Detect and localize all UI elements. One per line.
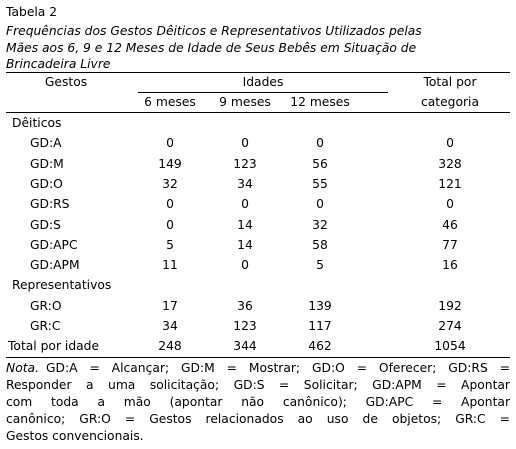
cell: 139 xyxy=(308,298,332,313)
group-rule xyxy=(138,92,388,93)
header-cell: Total por xyxy=(423,75,477,89)
note-line: canônico; GR:O = Gestos relacionados ao … xyxy=(6,412,510,426)
cell: 0 xyxy=(166,217,174,232)
cell: 121 xyxy=(438,176,462,191)
cell: 56 xyxy=(312,156,328,171)
cell: 32 xyxy=(312,217,328,232)
header-rule xyxy=(6,112,510,113)
header-cell: Gestos xyxy=(44,75,88,89)
cell: 46 xyxy=(442,217,458,232)
row-label: GD:RS xyxy=(30,197,70,212)
cell: 149 xyxy=(158,156,182,171)
header-cell: 12 meses xyxy=(290,95,350,109)
cell: 17 xyxy=(162,298,178,313)
cell: 16 xyxy=(442,258,458,273)
cell: 117 xyxy=(308,319,332,333)
note-line: Gestos convencionais. xyxy=(6,429,144,443)
cell: 5 xyxy=(166,237,174,252)
cell: 11 xyxy=(162,258,178,273)
cell: 0 xyxy=(446,197,454,212)
caption-line: Mães aos 6, 9 e 12 Meses de Idade de Seu… xyxy=(6,40,417,55)
cell: 77 xyxy=(442,237,458,252)
cell: 0 xyxy=(241,258,249,273)
note-line: com toda a mão (apontar não canônico); G… xyxy=(6,395,510,409)
cell: 0 xyxy=(316,197,324,212)
group-label: Dêiticos xyxy=(12,116,62,130)
row-label: Total por idade xyxy=(8,339,100,354)
cell: 34 xyxy=(237,176,253,191)
group-label: Representativos xyxy=(12,278,112,293)
cell: 36 xyxy=(237,298,253,313)
caption-line: Frequências dos Gestos Dêiticos e Repres… xyxy=(6,24,422,38)
cell: 32 xyxy=(162,176,178,191)
cell: 34 xyxy=(162,319,178,333)
cell: 248 xyxy=(158,339,182,354)
cell: 58 xyxy=(312,237,328,252)
note-line: Responder a uma solicitação; GD:S = Soli… xyxy=(6,378,510,392)
cell: 123 xyxy=(233,156,257,171)
cell: 0 xyxy=(166,136,174,151)
row-label: GD:O xyxy=(30,176,63,191)
cell: 123 xyxy=(233,319,257,333)
cell: 0 xyxy=(241,197,249,212)
cell: 274 xyxy=(438,319,462,333)
header-cell: 9 meses xyxy=(219,95,271,109)
cell: 14 xyxy=(237,237,253,252)
cell: 55 xyxy=(312,176,328,191)
header-cell: categoria xyxy=(420,95,480,109)
caption-line: Brincadeira Livre xyxy=(6,57,111,71)
cell: 14 xyxy=(237,217,253,232)
cell: 462 xyxy=(308,339,332,354)
cell: 0 xyxy=(446,136,454,151)
cell: 192 xyxy=(438,298,462,313)
cell: 0 xyxy=(241,136,249,151)
note-label: Nota. xyxy=(6,361,39,375)
row-label: GR:O xyxy=(30,298,62,313)
top-rule xyxy=(6,72,510,73)
cell: 0 xyxy=(316,136,324,151)
row-label: GR:C xyxy=(30,319,61,333)
cell: 5 xyxy=(316,258,324,273)
table-number: Tabela 2 xyxy=(6,5,58,19)
header-cell: Idades xyxy=(242,75,284,89)
bottom-rule xyxy=(6,357,510,358)
cell: 0 xyxy=(166,197,174,212)
row-label: GD:A xyxy=(30,136,62,151)
note-line: GD:A = Alcançar; GD:M = Mostrar; GD:O = … xyxy=(46,361,510,375)
cell: 1054 xyxy=(434,339,466,354)
row-label: GD:M xyxy=(30,156,64,171)
row-label: GD:S xyxy=(30,217,61,232)
row-label: GD:APM xyxy=(30,258,80,273)
cell: 344 xyxy=(233,339,257,354)
header-cell: 6 meses xyxy=(144,95,196,109)
cell: 328 xyxy=(438,156,462,171)
row-label: GD:APC xyxy=(30,237,78,252)
